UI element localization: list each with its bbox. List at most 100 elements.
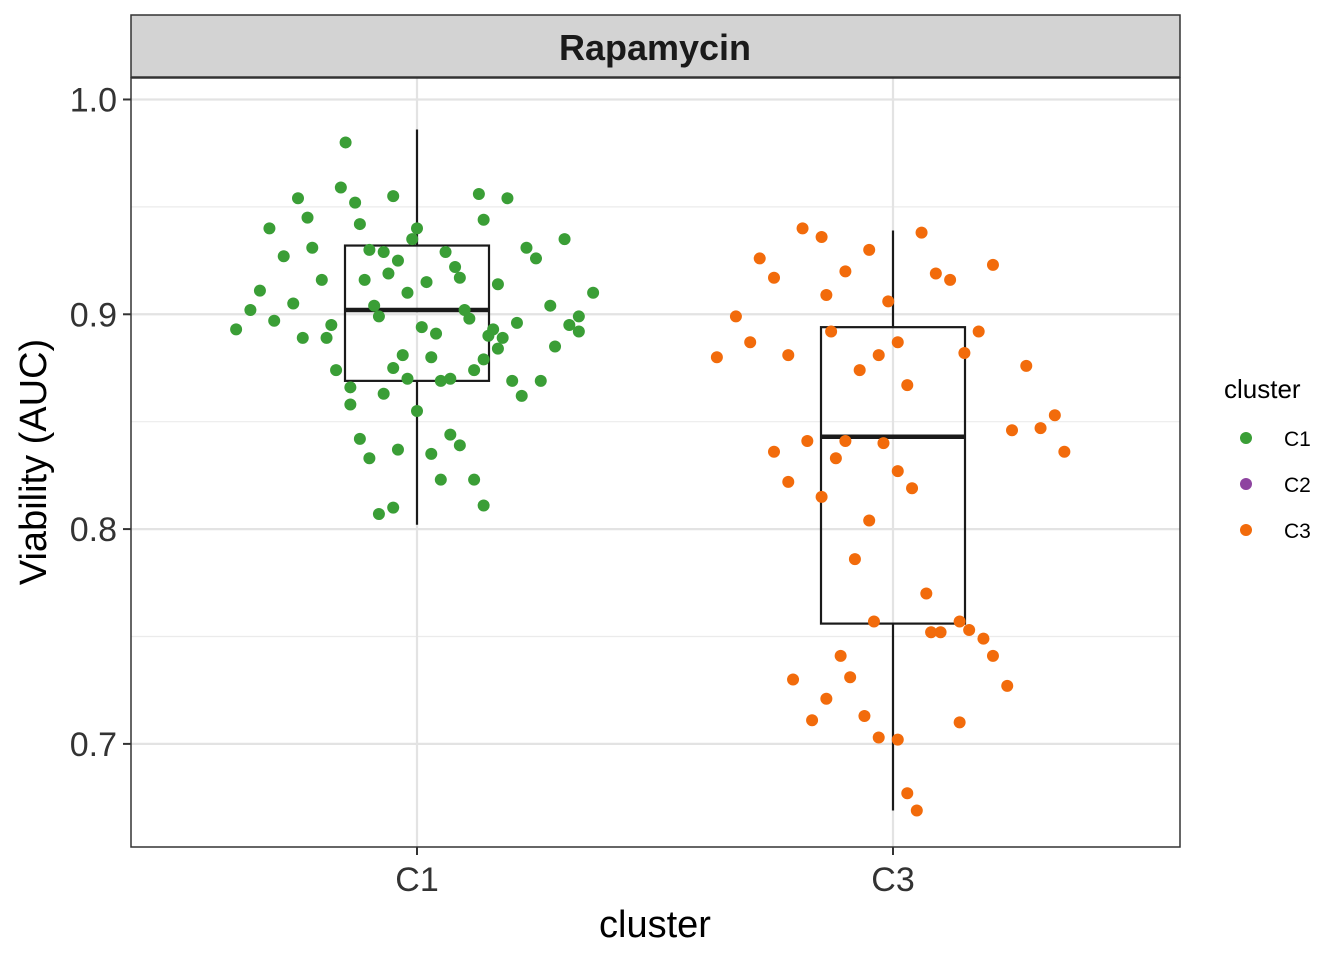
data-point (882, 295, 895, 308)
y-tick-label: 0.7 (70, 726, 117, 764)
data-point (363, 452, 376, 465)
data-point (844, 671, 857, 684)
data-point (863, 514, 876, 527)
box (819, 326, 967, 625)
data-point (1034, 422, 1047, 435)
data-point (920, 587, 933, 600)
data-point (372, 508, 385, 521)
x-tick-label: C3 (871, 861, 914, 899)
data-point (986, 258, 999, 271)
data-point (1058, 445, 1071, 458)
data-point (306, 241, 319, 254)
data-point (925, 626, 938, 639)
data-point (263, 222, 276, 235)
data-point (801, 435, 814, 448)
facet-strip (130, 14, 1181, 78)
data-point (363, 243, 376, 256)
data-point (434, 374, 447, 387)
data-point (915, 226, 928, 239)
data-point (411, 404, 423, 417)
data-point (434, 473, 447, 486)
data-point (449, 261, 462, 274)
data-point (468, 364, 481, 377)
plot-panel (131, 78, 1180, 847)
data-point (472, 187, 485, 200)
y-axis: 0.7 0.8 0.9 1.0 (70, 81, 131, 764)
data-point (549, 340, 562, 353)
data-point (872, 349, 885, 362)
data-point (891, 733, 904, 746)
x-tick-label: C1 (395, 861, 438, 899)
data-point (387, 361, 400, 374)
data-point (1006, 424, 1018, 437)
data-point (891, 465, 904, 478)
grid-lines (131, 78, 1180, 847)
data-point (344, 398, 357, 411)
data-point (320, 331, 333, 344)
data-point (848, 553, 861, 566)
data-point (544, 299, 557, 312)
data-point (344, 381, 357, 394)
data-point (444, 372, 457, 385)
data-point (277, 250, 290, 263)
data-point (901, 787, 914, 800)
data-point (253, 284, 266, 297)
data-point (501, 192, 514, 205)
data-point (972, 325, 985, 338)
data-point (358, 273, 371, 286)
box (343, 244, 491, 382)
data-point (977, 632, 990, 645)
data-point (353, 218, 366, 231)
y-axis-title: Viability (AUC) (13, 339, 55, 585)
data-point (387, 501, 400, 514)
data-point (296, 331, 309, 344)
data-point (387, 190, 400, 203)
data-point (453, 271, 466, 284)
data-point (958, 346, 971, 359)
data-point (506, 374, 519, 387)
data-point (491, 342, 504, 355)
data-point (787, 673, 800, 686)
data-point (325, 319, 338, 332)
data-point (510, 316, 523, 329)
data-point (796, 222, 809, 235)
legend-key (1240, 478, 1252, 490)
data-point (534, 374, 547, 387)
data-point (863, 243, 876, 256)
data-point (891, 336, 904, 349)
data-point (910, 804, 923, 817)
data-point (244, 303, 257, 316)
data-point (768, 271, 780, 284)
data-point (287, 297, 300, 310)
data-point (477, 353, 490, 366)
data-point (753, 252, 766, 265)
data-point (710, 351, 723, 364)
y-tick-label: 0.9 (70, 296, 117, 334)
data-point (853, 364, 866, 377)
data-point (986, 649, 999, 662)
legend-label: C3 (1284, 520, 1311, 543)
data-point (425, 447, 438, 460)
data-point (825, 325, 838, 338)
legend-label: C1 (1284, 428, 1311, 451)
data-point (477, 499, 490, 512)
data-point (901, 379, 914, 392)
data-point (906, 482, 919, 495)
chart-title: Rapamycin (559, 27, 751, 68)
data-point (391, 443, 404, 456)
legend: cluster C1 C2 C3 (1224, 374, 1311, 543)
data-point (372, 310, 385, 323)
data-point (230, 323, 243, 336)
data-point (768, 445, 780, 458)
data-point (491, 278, 504, 291)
data-point (439, 245, 452, 258)
data-point (420, 276, 433, 289)
data-point (515, 389, 528, 402)
data-points (230, 136, 1071, 817)
data-point (587, 286, 600, 299)
data-point (425, 351, 438, 364)
data-point (867, 615, 880, 628)
data-point (815, 490, 828, 503)
data-point (268, 314, 281, 327)
